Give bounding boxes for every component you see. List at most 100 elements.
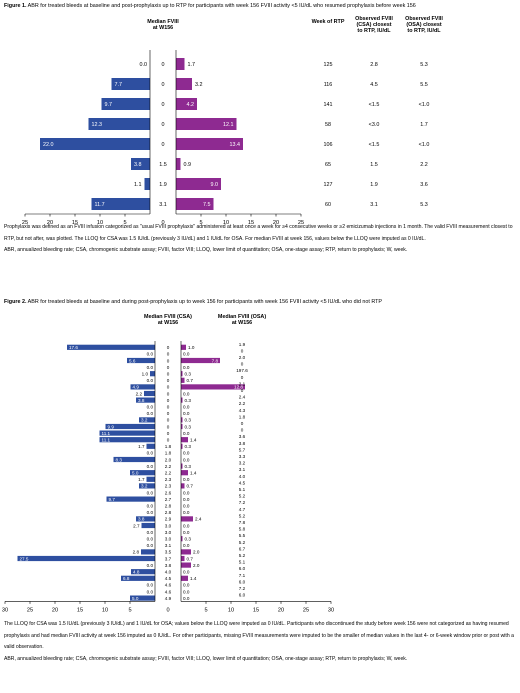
median-osa-value: 5.1 [239, 487, 246, 492]
median-csa-value: 4.0 [165, 570, 172, 575]
median-osa-value: 0 [241, 375, 244, 380]
rtp-value-label: 0.0 [183, 352, 190, 357]
median-csa-value: 3.0 [165, 523, 172, 528]
rtp-value-label: 0.0 [183, 391, 190, 396]
x-tick-label: 10 [97, 220, 103, 224]
rtp-value-label: 0.0 [183, 596, 190, 601]
median-osa-value: 5.2 [239, 513, 246, 518]
median-osa-value: 1.9 [239, 342, 246, 347]
baseline-value-label: 3.8 [138, 398, 145, 403]
x-tick-label: 0 [166, 607, 169, 613]
median-fviii-value: 0 [162, 82, 165, 88]
figure2-title-text: ABR for treated bleeds at baseline and d… [26, 299, 382, 305]
median-csa-value: 0 [167, 418, 170, 423]
osa-value: <1.0 [419, 102, 430, 108]
baseline-bar [146, 476, 155, 482]
median-osa-value: 0 [241, 348, 244, 353]
rtp-value-label: 0.0 [183, 504, 190, 509]
rtp-value-label: 0.9 [184, 162, 192, 168]
median-osa-value: 5.8 [239, 527, 246, 532]
baseline-value-label: 0.0 [147, 464, 154, 469]
baseline-bar [130, 595, 155, 601]
median-csa-value: 3.0 [165, 537, 172, 542]
baseline-value-label: 6.8 [123, 576, 130, 581]
rtp-value-label: 1.0 [188, 345, 195, 350]
baseline-value-label: 0.0 [147, 563, 154, 568]
rtp-value-label: 0.0 [183, 477, 190, 482]
baseline-value-label: 9.7 [105, 102, 113, 108]
baseline-bar [144, 390, 155, 397]
median-csa-value: 0 [167, 391, 170, 396]
baseline-value-label: 0.0 [147, 411, 154, 416]
week-of-rtp-value: 58 [325, 122, 331, 128]
median-osa-value: 0 [241, 362, 244, 367]
baseline-value-label: 3.8 [134, 162, 142, 168]
x-tick-label: 30 [328, 607, 334, 613]
median-csa-value: 4.6 [165, 583, 172, 588]
rtp-value-label: 0.7 [187, 484, 194, 489]
median-osa-value: 2.0 [239, 355, 246, 360]
osa-value: 5.3 [420, 202, 428, 208]
rtp-value-label: 0.3 [185, 424, 192, 429]
baseline-value-label: 0.0 [140, 62, 148, 68]
csa-value: 2.8 [370, 62, 378, 68]
median-csa-value: 0 [167, 411, 170, 416]
baseline-value-label: 5.0 [132, 471, 139, 476]
rtp-value-label: 0.0 [183, 451, 190, 456]
rtp-value-label: 12.8 [234, 385, 243, 390]
median-csa-value: 4.6 [165, 589, 172, 594]
rtp-value-label: 7.5 [203, 202, 211, 208]
median-csa-value: 2.2 [165, 471, 172, 476]
x-tick-label: 20 [47, 220, 53, 224]
baseline-value-label: 11.1 [102, 431, 111, 436]
baseline-value-label: 8.3 [116, 457, 123, 462]
x-tick-label: 25 [303, 607, 309, 613]
rtp-bar [181, 536, 183, 542]
median-osa-value: 4.0 [239, 474, 246, 479]
rtp-value-label: 0.0 [183, 523, 190, 528]
rtp-bar [181, 377, 185, 383]
median-fviii-value: 1.9 [159, 182, 167, 188]
col-header-csa: Median FVIII (CSA) at W156 [144, 314, 192, 326]
baseline-value-label: 0.0 [147, 405, 154, 410]
median-osa-value: 0 [241, 421, 244, 426]
median-csa-value: 0 [167, 358, 170, 363]
median-csa-value: 0 [167, 405, 170, 410]
baseline-value-label: 0.0 [147, 510, 154, 515]
csa-value: <1.5 [369, 102, 380, 108]
figure1-chart: Median FVIII at W156 Week of RTP Observed F… [22, 16, 443, 224]
median-fviii-value: 0 [162, 102, 165, 108]
x-tick-label: 25 [22, 220, 28, 224]
csa-value: 3.1 [370, 202, 378, 208]
baseline-bar [121, 575, 155, 581]
rtp-value-label: 0.3 [185, 418, 192, 423]
osa-value: <1.0 [419, 142, 430, 148]
baseline-bar [127, 357, 155, 364]
week-of-rtp-value: 60 [325, 202, 331, 208]
baseline-value-label: 0.0 [147, 378, 154, 383]
baseline-value-label: 0.0 [147, 504, 154, 509]
rtp-bar [181, 516, 193, 522]
baseline-value-label: 3.2 [141, 484, 148, 489]
baseline-value-label: 9.9 [108, 424, 115, 429]
rtp-bar [176, 138, 243, 150]
baseline-value-label: 5.6 [129, 358, 136, 363]
median-osa-value: 5.2 [239, 540, 246, 545]
csa-value: 4.5 [370, 82, 378, 88]
median-csa-value: 2.8 [165, 510, 172, 515]
rtp-bar [176, 178, 221, 190]
rtp-value-label: 0.7 [187, 556, 194, 561]
median-fviii-value: 0 [162, 142, 165, 148]
rtp-value-label: 0.0 [183, 543, 190, 548]
rtp-bar [181, 357, 220, 364]
baseline-value-label: 11.7 [95, 202, 105, 208]
x-tick-label: 5 [204, 607, 207, 613]
rtp-value-label: 9.0 [211, 182, 219, 188]
x-tick-label: 30 [2, 607, 8, 613]
osa-value: 5.3 [420, 62, 428, 68]
median-csa-value: 3.0 [165, 530, 172, 535]
rtp-value-label: 1.4 [190, 471, 197, 476]
median-csa-value: 2.3 [165, 477, 172, 482]
median-csa-value: 3.5 [165, 550, 172, 555]
csa-value: 1.9 [370, 182, 378, 188]
